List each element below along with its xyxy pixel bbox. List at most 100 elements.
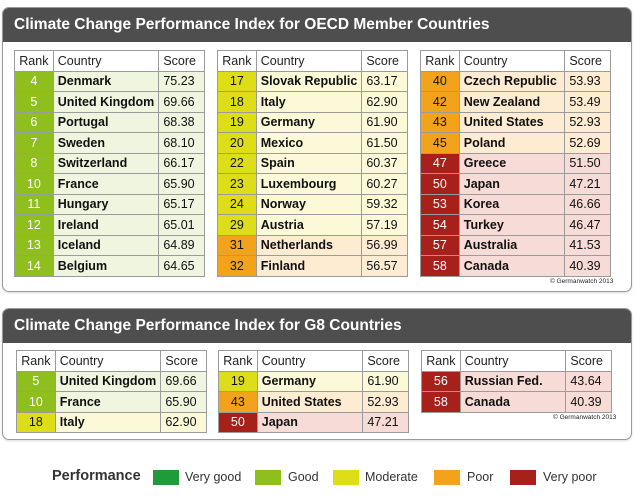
rank-header: Rank <box>14 50 54 72</box>
country-cell: Iceland <box>52 234 160 256</box>
rank-header: Rank <box>421 350 461 372</box>
rank-cell: 54 <box>420 214 460 236</box>
table-header-row: Rank Country Score <box>421 350 612 372</box>
score-header: Score <box>362 350 409 372</box>
score-cell: 65.90 <box>160 391 207 413</box>
table-row: 17 Slovak Republic 63.17 <box>217 70 408 92</box>
score-cell: 66.17 <box>158 152 205 174</box>
score-header: Score <box>160 350 207 372</box>
score-cell: 60.37 <box>361 152 408 174</box>
table-header-row: Rank Country Score <box>14 50 205 72</box>
table-row: 7 Sweden 68.10 <box>14 132 205 154</box>
rank-cell: 18 <box>217 91 257 113</box>
table-row: 56 Russian Fed. 43.64 <box>421 370 612 392</box>
country-cell: Australia <box>458 234 566 256</box>
g8-panel-title: Climate Change Performance Index for G8 … <box>3 309 631 343</box>
score-cell: 41.53 <box>564 234 611 256</box>
score-cell: 56.99 <box>361 234 408 256</box>
g8-table-2: Rank Country Score 19 Germany 61.90 43 Unite… <box>218 350 409 433</box>
score-cell: 52.93 <box>564 111 611 133</box>
legend-label-good: Good <box>288 470 319 484</box>
table-row: 45 Poland 52.69 <box>420 132 611 154</box>
table-row: 18 Italy 62.90 <box>217 91 408 113</box>
rank-cell: 43 <box>420 111 460 133</box>
rank-cell: 12 <box>14 214 54 236</box>
table-row: 23 Luxembourg 60.27 <box>217 173 408 195</box>
legend-swatch-very-good <box>153 470 179 485</box>
score-cell: 47.21 <box>564 173 611 195</box>
rank-cell: 10 <box>14 173 54 195</box>
country-cell: Germany <box>256 370 364 392</box>
table-row: 58 Canada 40.39 <box>420 255 611 277</box>
country-header: Country <box>459 350 567 372</box>
country-header: Country <box>54 350 162 372</box>
country-cell: France <box>54 391 162 413</box>
score-cell: 51.50 <box>564 152 611 174</box>
table-row: 6 Portugal 68.38 <box>14 111 205 133</box>
table-row: 4 Denmark 75.23 <box>14 70 205 92</box>
legend-label-very-good: Very good <box>185 470 242 484</box>
oecd-copyright: © Germanwatch 2013 <box>550 278 614 285</box>
table-row: 19 Germany 61.90 <box>217 111 408 133</box>
rank-cell: 22 <box>217 152 257 174</box>
table-row: 31 Netherlands 56.99 <box>217 234 408 256</box>
rank-cell: 32 <box>217 255 257 277</box>
rank-header: Rank <box>217 50 257 72</box>
table-row: 43 United States 52.93 <box>218 391 409 413</box>
rank-cell: 5 <box>14 91 54 113</box>
score-cell: 69.66 <box>160 370 207 392</box>
country-cell: Ireland <box>52 214 160 236</box>
country-cell: Sweden <box>52 132 160 154</box>
table-body: 40 Czech Republic 53.93 42 New Zealand 53.49 4… <box>420 70 611 277</box>
table-row: 57 Australia 41.53 <box>420 234 611 256</box>
score-cell: 68.38 <box>158 111 205 133</box>
table-row: 58 Canada 40.39 <box>421 391 612 413</box>
country-cell: France <box>52 173 160 195</box>
score-header: Score <box>565 350 612 372</box>
rank-cell: 58 <box>421 391 461 413</box>
table-row: 11 Hungary 65.17 <box>14 193 205 215</box>
table-body: 56 Russian Fed. 43.64 58 Canada 40.39 <box>421 370 612 413</box>
rank-cell: 19 <box>217 111 257 133</box>
table-row: 5 United Kingdom 69.66 <box>16 370 207 392</box>
country-cell: Korea <box>458 193 566 215</box>
table-row: 5 United Kingdom 69.66 <box>14 91 205 113</box>
legend-swatch-very-poor <box>510 470 536 485</box>
country-cell: Netherlands <box>255 234 363 256</box>
country-cell: Denmark <box>52 70 160 92</box>
legend-title: Performance <box>52 468 141 484</box>
score-cell: 64.65 <box>158 255 205 277</box>
country-cell: Belgium <box>52 255 160 277</box>
rank-cell: 47 <box>420 152 460 174</box>
table-header-row: Rank Country Score <box>218 350 409 372</box>
score-cell: 68.10 <box>158 132 205 154</box>
table-row: 10 France 65.90 <box>16 391 207 413</box>
table-row: 53 Korea 46.66 <box>420 193 611 215</box>
score-cell: 60.27 <box>361 173 408 195</box>
country-cell: Spain <box>255 152 363 174</box>
score-header: Score <box>361 50 408 72</box>
score-cell: 56.57 <box>361 255 408 277</box>
score-cell: 61.50 <box>361 132 408 154</box>
table-row: 20 Mexico 61.50 <box>217 132 408 154</box>
country-cell: Mexico <box>255 132 363 154</box>
rank-cell: 17 <box>217 70 257 92</box>
rank-cell: 45 <box>420 132 460 154</box>
legend-swatch-good <box>255 470 281 485</box>
table-row: 19 Germany 61.90 <box>218 370 409 392</box>
table-row: 13 Iceland 64.89 <box>14 234 205 256</box>
country-cell: Russian Fed. <box>459 370 567 392</box>
table-header-row: Rank Country Score <box>420 50 611 72</box>
table-header-row: Rank Country Score <box>217 50 408 72</box>
table-header-row: Rank Country Score <box>16 350 207 372</box>
g8-table-3: Rank Country Score 56 Russian Fed. 43.64 58… <box>421 350 612 413</box>
rank-cell: 31 <box>217 234 257 256</box>
country-cell: Switzerland <box>52 152 160 174</box>
rank-cell: 29 <box>217 214 257 236</box>
oecd-panel-title: Climate Change Performance Index for OEC… <box>3 8 631 42</box>
table-body: 5 United Kingdom 69.66 10 France 65.90 18 Italy… <box>16 370 207 433</box>
score-cell: 63.17 <box>361 70 408 92</box>
country-cell: Hungary <box>52 193 160 215</box>
score-cell: 47.21 <box>362 411 409 433</box>
rank-cell: 24 <box>217 193 257 215</box>
